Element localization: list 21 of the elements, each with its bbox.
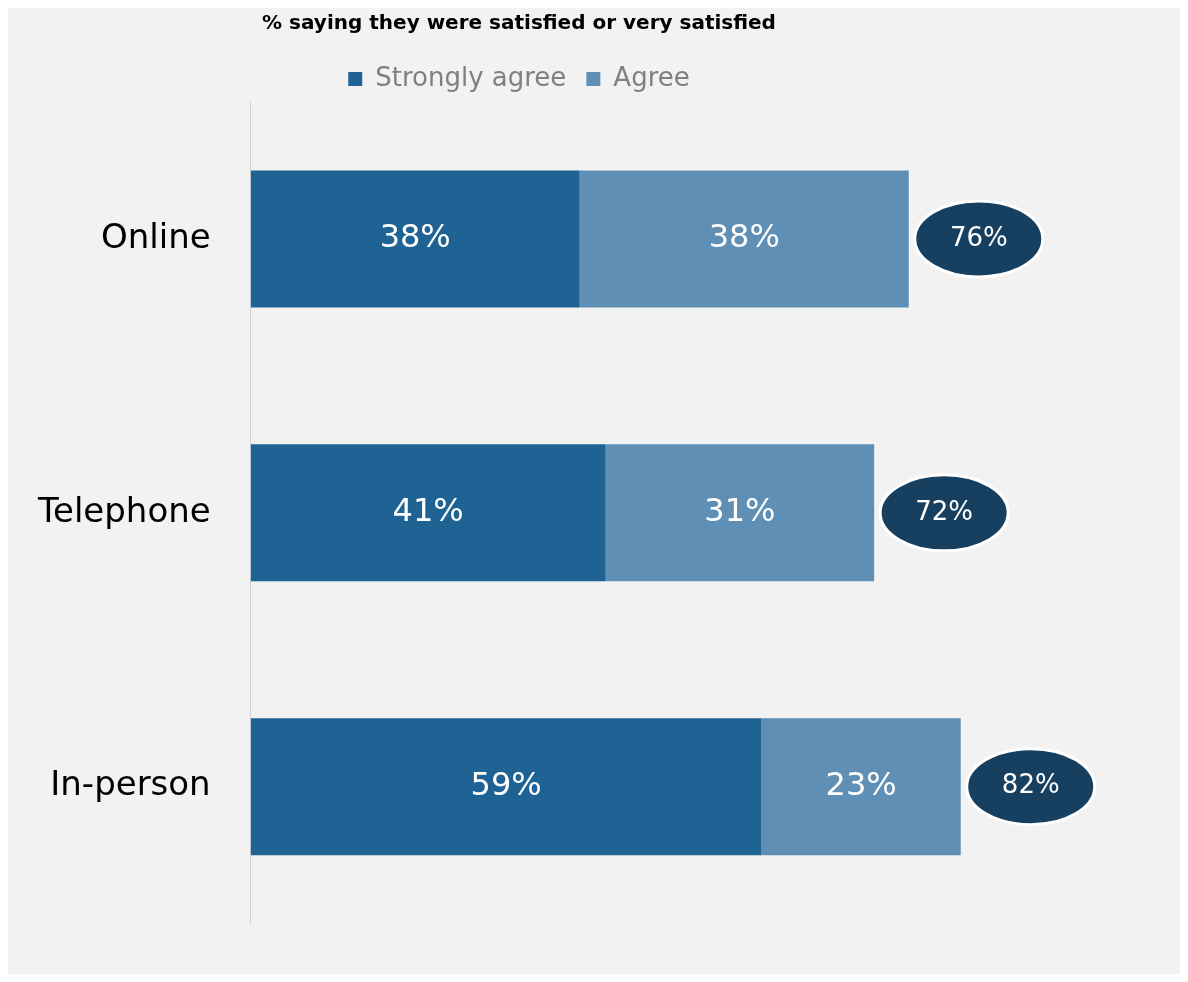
bar (605, 444, 875, 582)
y-tick-label: In-person (50, 763, 211, 804)
y-tick-label: Online (101, 215, 211, 256)
bar (250, 444, 606, 582)
data-label: 31% (704, 491, 776, 530)
legend-label: Agree (613, 61, 690, 92)
data-label: 23% (825, 764, 897, 803)
data-label: 38% (379, 217, 451, 256)
chart-title: % saying they were satisfied or very satisfied (262, 10, 776, 35)
total-label: 82% (1001, 769, 1060, 800)
bar (761, 718, 961, 856)
y-tick-label: Telephone (36, 489, 211, 530)
data-label: 41% (392, 491, 464, 530)
bar (250, 718, 762, 856)
data-label: 38% (708, 217, 780, 256)
data-label: 59% (470, 764, 542, 803)
total-label: 72% (915, 495, 974, 526)
legend-label: Strongly agree (375, 61, 567, 92)
total-label: 76% (949, 221, 1008, 252)
bar (579, 170, 909, 308)
bar (250, 170, 580, 308)
